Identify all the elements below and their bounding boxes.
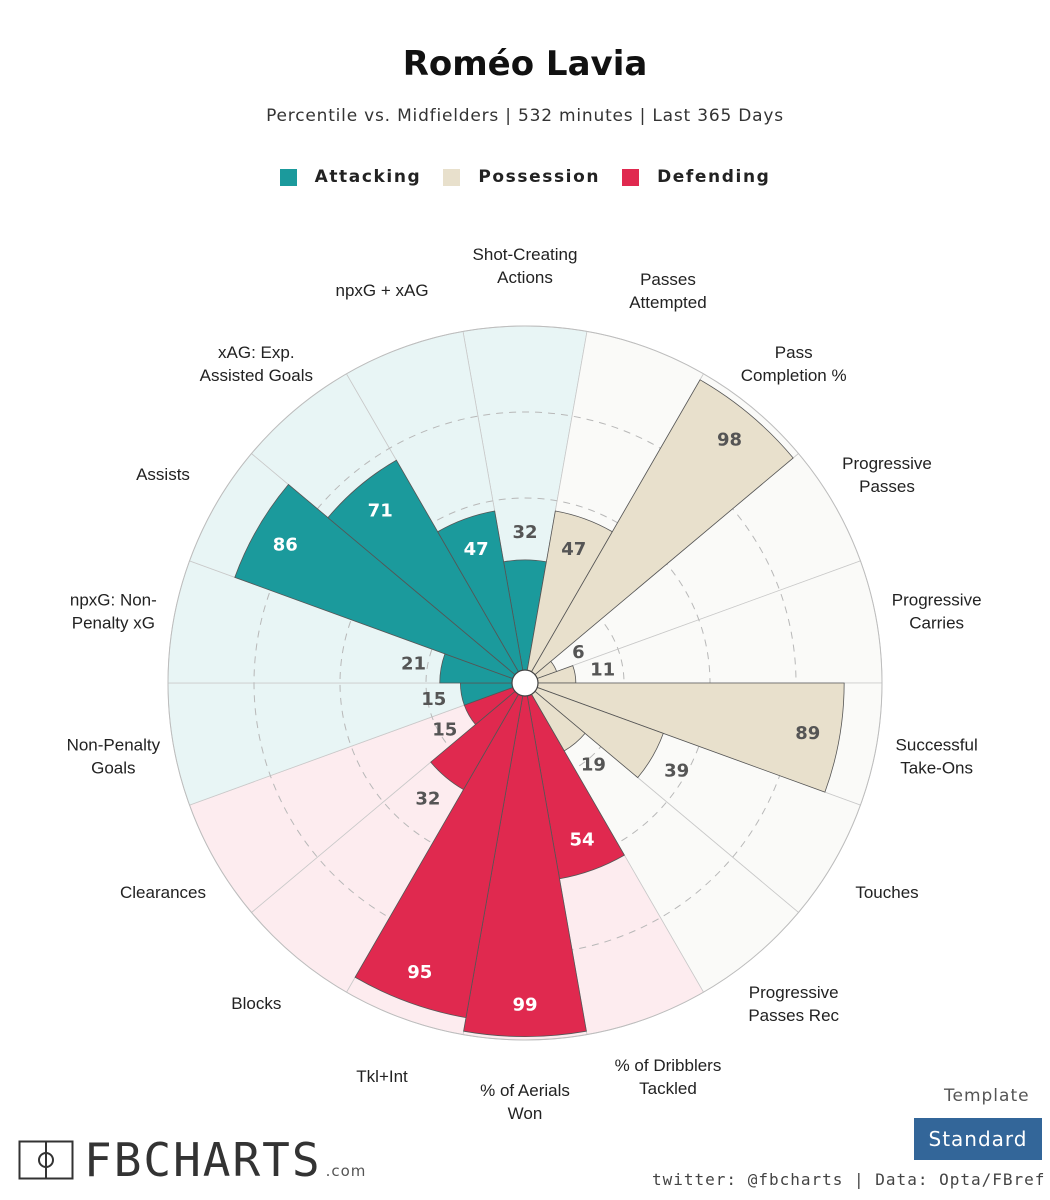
category-label-7: Progressive Passes Rec [748,983,839,1025]
value-label-10: 95 [407,962,432,983]
value-label-13: 15 [421,689,446,710]
category-label-15: Assists [136,465,190,484]
legend-label-possession: Possession [478,167,601,187]
template-badge: Standard [914,1118,1042,1160]
chart-subtitle: Percentile vs. Midfielders | 532 minutes… [266,106,784,126]
legend-label-attacking: Attacking [314,167,422,187]
credit-line: twitter: @fbcharts | Data: Opta/FBref [652,1170,1046,1189]
value-label-1: 47 [561,539,586,560]
logo-domain: .com [325,1162,367,1180]
category-label-14: npxG: Non-Penalty xG [70,590,157,632]
legend-item-attacking: Attacking [279,167,422,187]
legend: Attacking Possession Defending [0,167,1050,187]
fbcharts-logo: FBCHARTS .com [18,1136,366,1184]
legend-label-defending: Defending [657,167,771,187]
category-label-0: Shot-Creating Actions [473,245,578,287]
category-label-12: Clearances [120,883,206,902]
value-label-5: 89 [795,723,820,744]
value-label-3: 6 [572,642,585,663]
legend-swatch-possession [443,168,461,186]
value-label-6: 39 [664,761,689,782]
category-label-9: % of Aerials Won [480,1081,570,1123]
legend-item-defending: Defending [622,167,770,187]
chart-title: Roméo Lavia [402,44,648,84]
category-label-10: Tkl+Int [356,1067,408,1086]
category-label-6: Touches [855,883,918,902]
value-label-4: 11 [590,659,615,680]
category-label-8: % of Dribblers Tackled [615,1056,722,1098]
category-label-17: npxG + xAG [335,281,428,300]
outer-ring [167,325,883,1041]
category-label-1: Passes Attempted [629,270,707,312]
value-label-17: 47 [464,539,489,560]
pitch-icon [18,1140,74,1180]
value-label-11: 32 [415,789,440,810]
legend-swatch-defending [622,168,640,186]
category-label-2: Pass Completion % [741,343,847,385]
value-label-12: 15 [432,719,457,740]
legend-swatch-attacking [279,168,297,186]
category-label-3: Progressive Passes [842,454,932,496]
category-label-4: Progressive Carries [892,590,982,632]
category-label-13: Non-Penalty Goals [67,736,161,778]
value-label-14: 21 [401,653,426,674]
value-label-0: 32 [512,522,537,543]
legend-item-possession: Possession [443,167,600,187]
value-label-15: 86 [273,535,298,556]
category-label-11: Blocks [231,994,281,1013]
template-label: Template [944,1086,1030,1106]
value-label-16: 71 [368,500,393,521]
logo-wordmark: FBCHARTS [84,1133,322,1187]
value-label-8: 54 [570,830,595,851]
value-label-9: 99 [512,995,537,1016]
center-hole [511,669,539,697]
category-label-5: Successful Take-Ons [896,736,978,778]
value-label-7: 19 [581,754,606,775]
category-label-16: xAG: Exp. Assisted Goals [200,343,313,385]
value-label-2: 98 [717,429,742,450]
